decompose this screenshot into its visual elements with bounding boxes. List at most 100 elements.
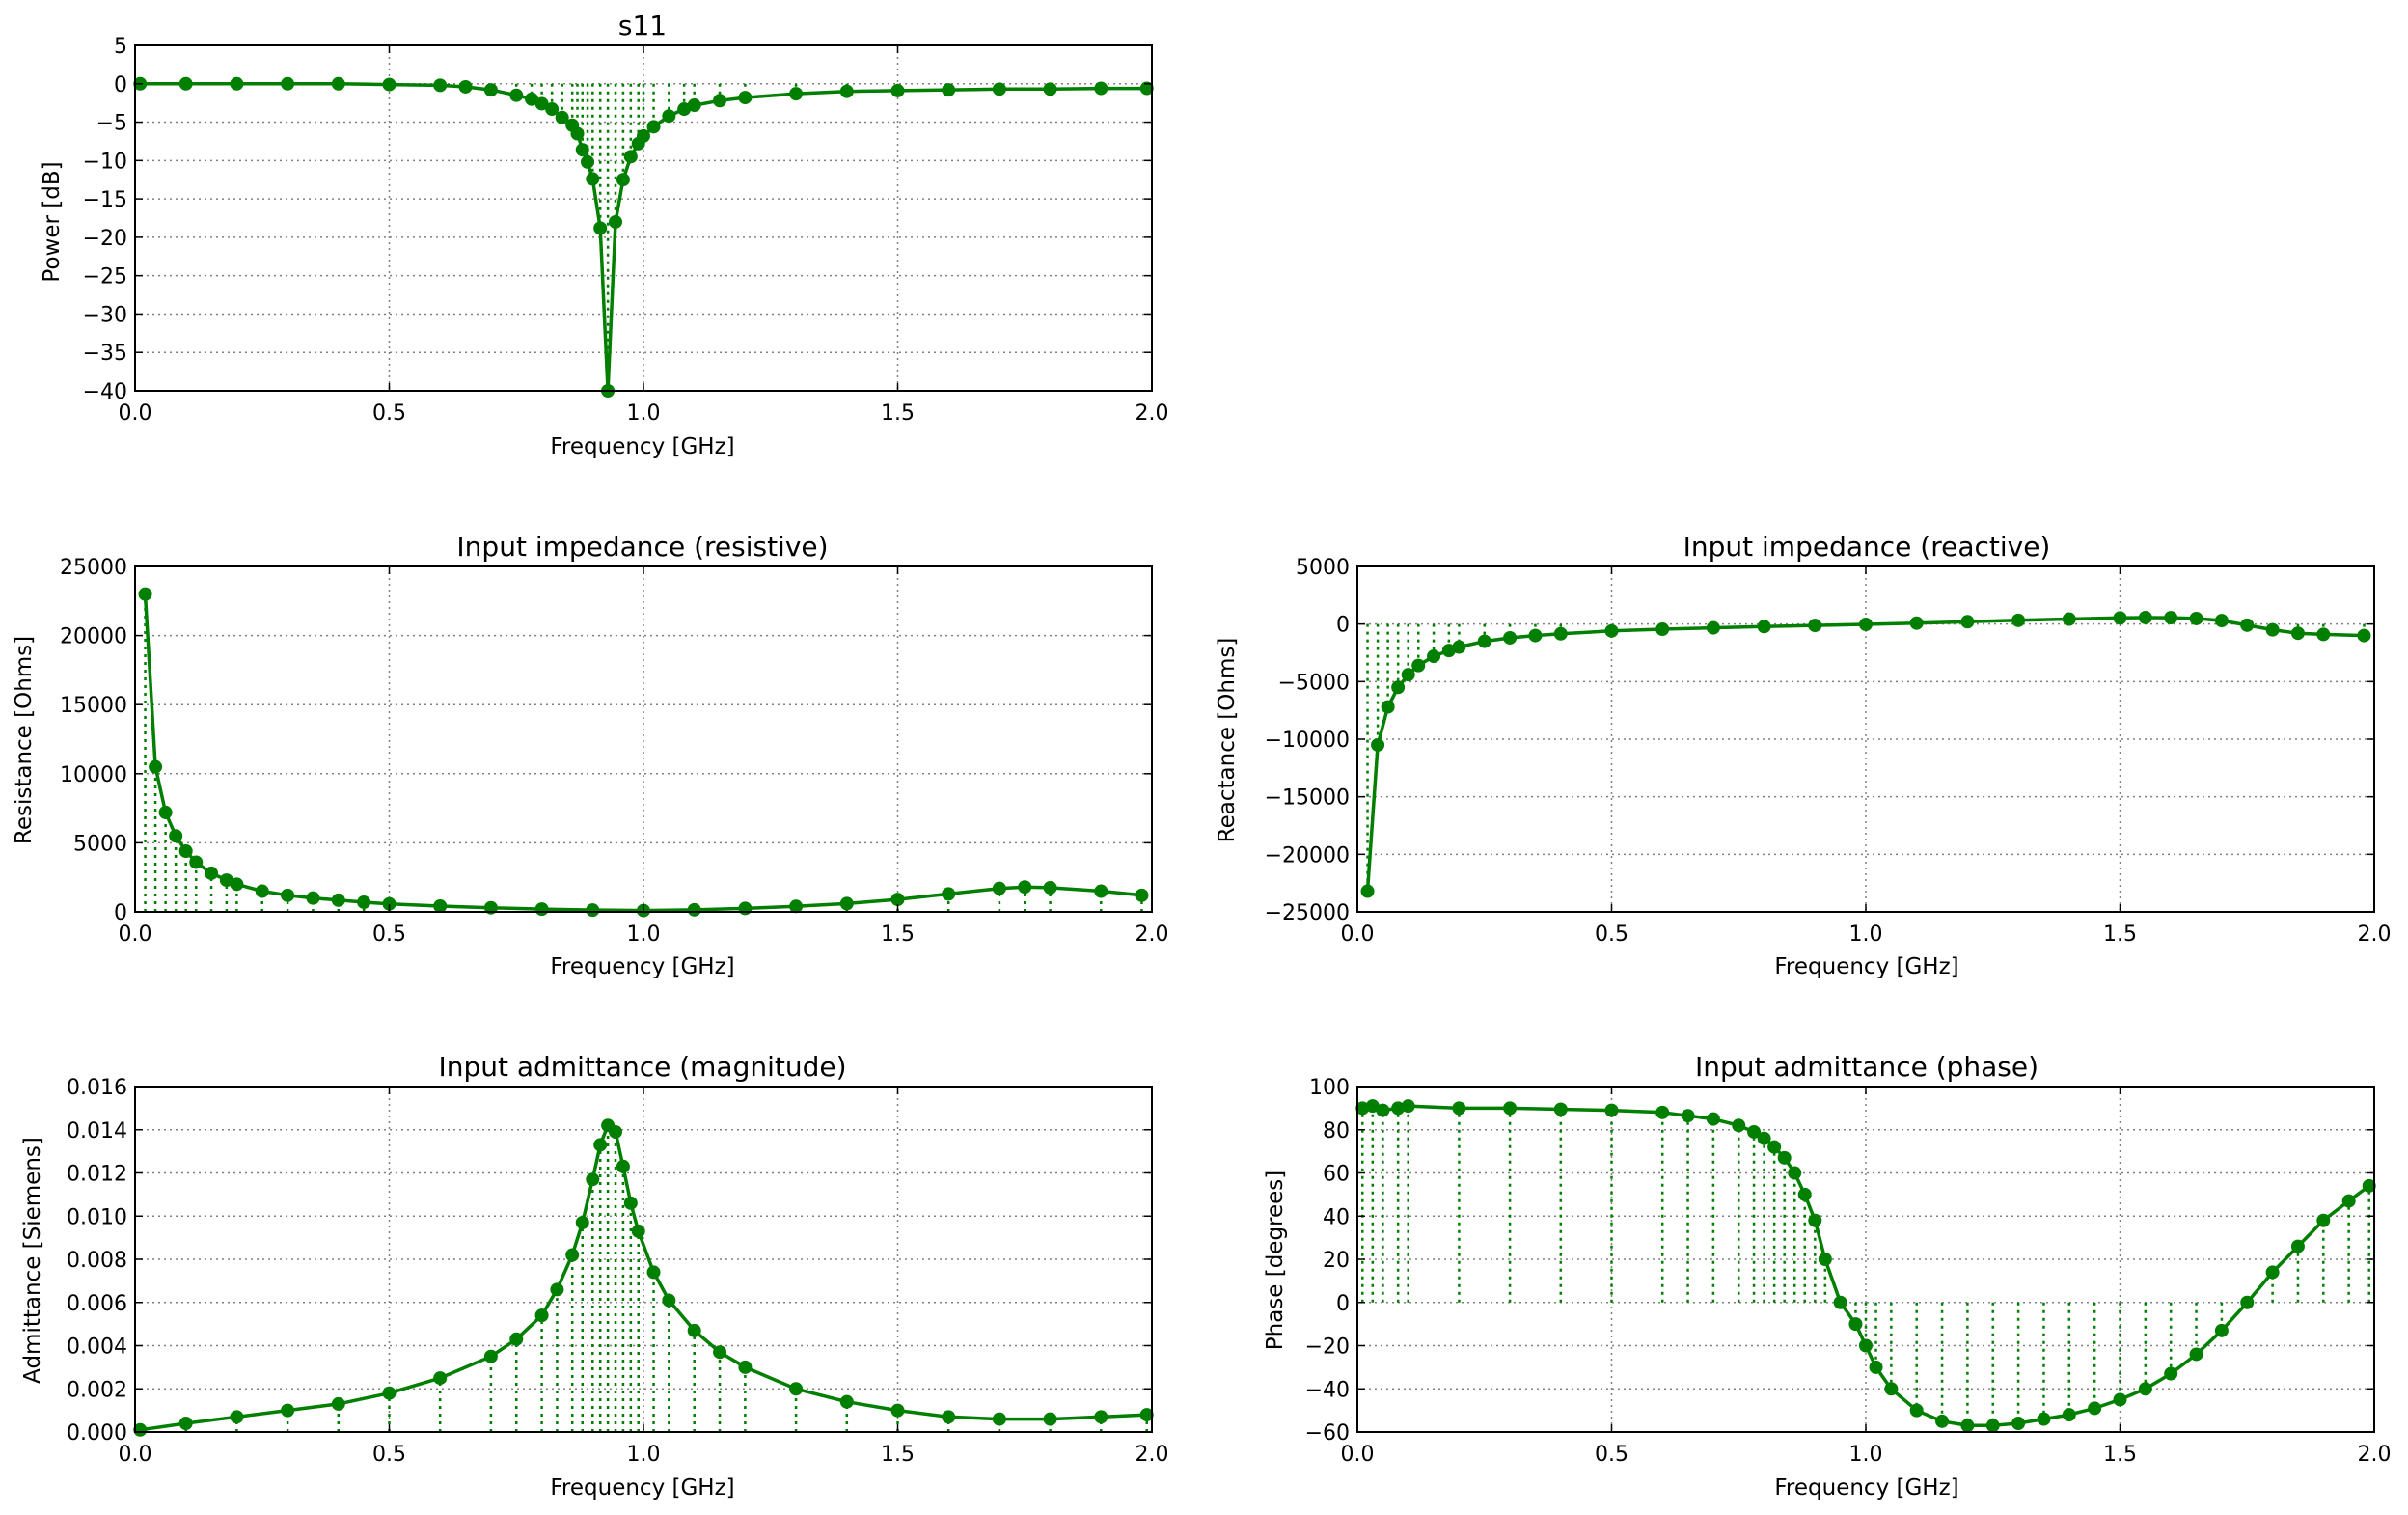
y-tick-label: 0.010: [67, 1205, 127, 1229]
data-point: [575, 143, 589, 157]
data-point: [509, 1332, 524, 1346]
data-point: [1777, 1150, 1792, 1165]
data-point: [789, 87, 804, 101]
data-point: [357, 895, 371, 909]
resistance-plot: Input impedance (resistive) Frequency [G…: [12, 531, 1169, 979]
y-tick-label: 100: [1309, 1076, 1350, 1100]
data-point: [1452, 1101, 1466, 1116]
data-point: [169, 829, 183, 843]
x-tick-label: 1.5: [2103, 923, 2137, 947]
data-point: [1681, 1109, 1695, 1123]
y-tick-label: 0.014: [67, 1119, 127, 1143]
data-point: [534, 902, 549, 917]
x-tick-label: 0.0: [1341, 1443, 1375, 1467]
x-tick-label: 1.0: [1849, 1443, 1883, 1467]
data-point: [890, 83, 905, 97]
y-tick-label: 5000: [1296, 556, 1350, 580]
data-point: [623, 150, 638, 164]
data-point: [616, 173, 630, 187]
x-tick-label: 2.0: [1136, 923, 1169, 947]
data-point: [1960, 615, 1975, 629]
y-tick-label: 5: [114, 35, 127, 59]
data-point: [555, 110, 569, 124]
y-tick-label: 10000: [60, 763, 127, 787]
y-tick-label: −35: [83, 342, 127, 366]
data-point: [565, 1248, 580, 1262]
data-point: [2240, 1295, 2255, 1309]
x-tick-label: 1.5: [881, 923, 915, 947]
data-point: [178, 1417, 193, 1431]
data-point: [1884, 1382, 1899, 1396]
plot-title: Input impedance (reactive): [1683, 531, 2051, 563]
data-point: [1788, 1166, 1802, 1180]
data-point: [230, 76, 244, 91]
data-point: [433, 898, 448, 913]
x-tick-label: 1.0: [627, 1443, 661, 1467]
data-point: [839, 896, 854, 911]
data-point: [646, 120, 661, 134]
y-tick-label: −5000: [1278, 671, 1350, 695]
reactance-plot: Input impedance (reactive) Frequency [GH…: [1215, 531, 2392, 979]
x-axis-label: Frequency [GHz]: [1774, 954, 1958, 979]
x-tick-label: 1.0: [627, 923, 661, 947]
x-tick-label: 2.0: [1136, 401, 1169, 426]
data-point: [2316, 1213, 2331, 1227]
data-point: [1503, 1101, 1518, 1116]
data-point: [1528, 628, 1543, 643]
data-point: [133, 1422, 148, 1437]
data-point: [1452, 640, 1466, 654]
data-point: [1935, 1414, 1950, 1428]
data-point: [545, 102, 560, 117]
data-point: [483, 83, 498, 97]
x-tick-label: 0.5: [372, 1443, 406, 1467]
data-point: [631, 1224, 645, 1238]
y-axis-label: Phase [degrees]: [1263, 1171, 1288, 1351]
data-point: [623, 1196, 638, 1210]
x-axis-label: Frequency [GHz]: [550, 954, 734, 979]
data-point: [1043, 1412, 1057, 1426]
data-point: [382, 1386, 397, 1400]
data-point: [1391, 680, 1406, 695]
data-point: [942, 887, 956, 901]
y-tick-label: 25000: [60, 556, 127, 580]
data-point: [616, 1159, 630, 1173]
data-point: [1401, 668, 1415, 682]
data-point: [1909, 1403, 1924, 1418]
x-axis-label: Frequency [GHz]: [550, 1475, 734, 1501]
data-point: [738, 1360, 752, 1374]
x-tick-label: 2.0: [2358, 1443, 2392, 1467]
data-point: [230, 1410, 244, 1424]
data-point: [1553, 626, 1568, 641]
y-tick-label: −15000: [1265, 786, 1350, 811]
plot-title: Input impedance (resistive): [456, 531, 828, 563]
data-point: [2164, 1366, 2178, 1381]
admittance-phase-plot: Input admittance (phase) Frequency [GHz]…: [1263, 1051, 2392, 1501]
data-point: [646, 1265, 661, 1280]
data-point: [713, 1345, 727, 1360]
data-point: [550, 1282, 564, 1297]
x-axis-label: Frequency [GHz]: [550, 434, 734, 459]
data-point: [662, 109, 676, 124]
data-point: [281, 1403, 295, 1418]
y-tick-label: 0.000: [67, 1421, 127, 1446]
data-point: [1848, 1317, 1863, 1332]
admittance-magnitude-plot: Input admittance (magnitude) Frequency […: [20, 1051, 1169, 1501]
y-tick-label: −20: [1305, 1336, 1350, 1360]
data-point: [1381, 700, 1395, 714]
data-point: [1818, 1253, 1832, 1266]
data-point: [1376, 1103, 1390, 1117]
data-point: [662, 1293, 676, 1308]
x-tick-label: 2.0: [1136, 1443, 1169, 1467]
data-point: [637, 128, 650, 143]
data-point: [942, 1410, 956, 1424]
data-point: [2138, 1382, 2152, 1396]
data-point: [609, 1124, 623, 1139]
data-point: [2011, 1417, 2026, 1431]
y-tick-label: −40: [1305, 1378, 1350, 1402]
data-point: [789, 1382, 804, 1396]
data-point: [1732, 1118, 1746, 1133]
data-point: [2341, 1194, 2356, 1208]
plot-area: [135, 45, 1152, 391]
data-point: [2214, 614, 2229, 628]
data-point: [2265, 622, 2280, 637]
